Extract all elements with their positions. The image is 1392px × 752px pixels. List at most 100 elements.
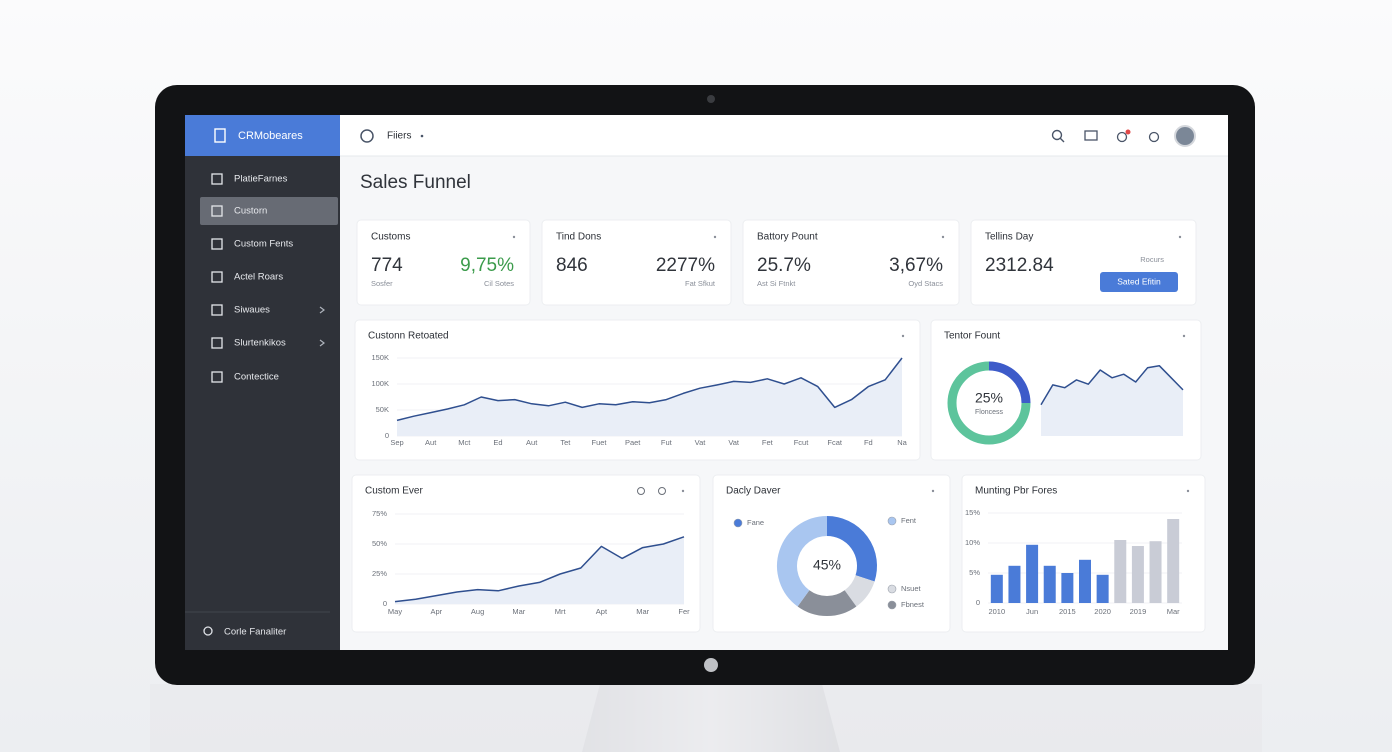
panel-menu[interactable] (901, 334, 905, 338)
kpi-note: Rocurs (1140, 255, 1164, 264)
bar (1043, 565, 1056, 603)
avatar[interactable] (1174, 125, 1196, 147)
legend-label: Fbnest (901, 600, 925, 609)
legend-label: Nsuet (901, 584, 922, 593)
active-item-bg (200, 197, 338, 225)
panel-menu[interactable] (681, 489, 685, 493)
nav-item[interactable]: Actel Roars (234, 272, 283, 283)
nav-item[interactable]: Slurtenkikos (234, 338, 286, 349)
kpi-sub: Sosfer (371, 279, 393, 288)
panel-menu[interactable] (931, 489, 935, 493)
panel-menu[interactable] (1186, 489, 1190, 493)
panel-tool-icon[interactable] (637, 487, 645, 495)
notification-dot (1125, 129, 1131, 135)
line (396, 357, 903, 422)
x-tick-label: Aut (526, 438, 538, 447)
kpi-value: 25.7% (757, 255, 811, 276)
user-icon[interactable] (1148, 131, 1160, 143)
donut-caption: Floncess (975, 409, 1004, 416)
x-tick-label: Sep (390, 438, 403, 447)
logo (704, 658, 718, 672)
x-tick-label: Mar (512, 607, 525, 616)
chart-panel (961, 474, 1206, 633)
brand-name: CRMobeares (238, 130, 303, 142)
nav-icon (211, 238, 223, 250)
bar (1131, 546, 1144, 603)
kpi-value: 846 (556, 255, 588, 276)
kpi-sub: Fat Sfkut (685, 279, 716, 288)
legend-marker (733, 518, 743, 528)
camera (707, 95, 715, 103)
donut-segment (947, 361, 1031, 445)
x-tick-label: Fut (661, 438, 673, 447)
sidebar-footer[interactable]: Corle Fanaliter (224, 627, 286, 638)
x-tick-label: Fet (762, 438, 774, 447)
kpi-sub: Oyd Stacs (908, 279, 943, 288)
chart-title: Custom Ever (365, 486, 423, 497)
kpi-sub: Cil Sotes (484, 279, 514, 288)
search-icon[interactable] (1051, 129, 1063, 141)
chevron (319, 306, 325, 314)
donut-center-label: 25% (975, 390, 1003, 406)
nav-item[interactable]: PlatieFarnes (234, 174, 288, 185)
kpi-title: Customs (371, 232, 410, 243)
x-tick-label: Fd (864, 438, 873, 447)
bar (1114, 540, 1127, 603)
y-tick-label: 100K (371, 379, 389, 388)
filter-caret (420, 134, 424, 138)
nav-item[interactable]: Contectice (234, 372, 279, 383)
bar (1096, 574, 1109, 603)
x-tick-label: Fer (678, 607, 690, 616)
bar (1026, 544, 1039, 603)
kpi-title: Tellins Day (985, 232, 1033, 243)
donut-segment (844, 574, 875, 607)
nav-icon (211, 173, 223, 185)
filter-icon[interactable] (360, 129, 374, 143)
line (1040, 364, 1184, 406)
kpi-title: Tind Dons (556, 232, 601, 243)
y-tick-label: 5% (969, 568, 980, 577)
y-tick-label: 0 (385, 431, 389, 440)
nav-icon (211, 304, 223, 316)
nav-item[interactable]: Custorn (234, 206, 267, 217)
card-menu[interactable] (941, 235, 945, 239)
kpi-button-label[interactable]: Sated Efitin (1117, 276, 1161, 286)
legend-label: Fane (747, 518, 764, 527)
donut-center-label: 45% (813, 557, 841, 573)
x-tick-label: 2015 (1059, 607, 1076, 616)
notification-icon[interactable] (1116, 131, 1128, 143)
bar (1061, 573, 1074, 603)
y-tick-label: 0 (383, 599, 387, 608)
bar (1079, 559, 1091, 603)
sidebar (185, 156, 340, 650)
donut-segment (797, 589, 857, 616)
donut-segment (777, 516, 828, 607)
nav-item[interactable]: Custom Fents (234, 239, 293, 250)
card-menu[interactable] (1178, 235, 1182, 239)
filter-label[interactable]: Fiiers (387, 131, 411, 142)
kpi-card (541, 219, 732, 306)
kpi-value: 2312.84 (985, 255, 1054, 276)
brand-bar (185, 115, 340, 156)
card-menu[interactable] (713, 235, 717, 239)
line (394, 536, 685, 603)
bar (1149, 541, 1162, 603)
x-tick-label: Na (897, 438, 907, 447)
nav-item[interactable]: Siwaues (234, 305, 270, 316)
x-tick-label: Aut (425, 438, 437, 447)
x-tick-label: Fuet (591, 438, 607, 447)
x-tick-label: Jun (1026, 607, 1038, 616)
x-tick-label: Fcut (794, 438, 810, 447)
y-tick-label: 50K (376, 405, 389, 414)
bar (1167, 519, 1180, 603)
bar (1008, 565, 1021, 603)
panel-menu[interactable] (1182, 334, 1186, 338)
topbar (340, 115, 1228, 156)
line-area (397, 358, 902, 436)
panel-tool-icon[interactable] (658, 487, 666, 495)
kpi-button[interactable] (1100, 272, 1178, 292)
mail-icon[interactable] (1084, 130, 1098, 141)
card-menu[interactable] (512, 235, 516, 239)
x-tick-label: Vat (728, 438, 740, 447)
